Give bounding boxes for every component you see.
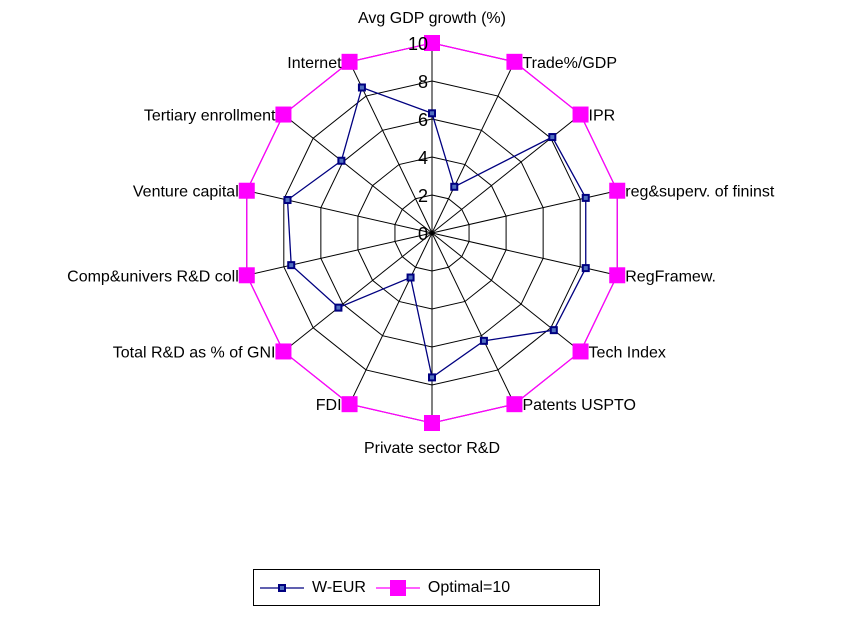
- point-core-w-eur-0: [430, 111, 434, 116]
- point-optimal-10-1: [506, 53, 523, 70]
- point-optimal-10-13: [341, 53, 358, 70]
- grid-spoke-10: [246, 232, 433, 276]
- category-label-tertiary-enrollment: Tertiary enrollment: [144, 108, 276, 125]
- series-optimal-10: [238, 35, 626, 431]
- grid-spoke-12: [283, 114, 433, 234]
- series-w-eur: [283, 83, 590, 382]
- point-optimal-10-4: [609, 267, 626, 284]
- point-optimal-10-2: [572, 106, 589, 123]
- point-core-w-eur-10: [289, 263, 294, 268]
- point-optimal-10-10: [238, 267, 255, 284]
- point-core-w-eur-12: [339, 158, 344, 163]
- grid-spoke-2: [431, 114, 581, 234]
- category-label-venture-capital: Venture capital: [133, 184, 239, 201]
- legend: W-EUR Optimal=10: [253, 569, 600, 606]
- legend-swatch-w-eur: [260, 583, 304, 592]
- grid-spoke-8: [349, 232, 433, 405]
- grid-spoke-6: [431, 232, 515, 405]
- tick-label-8: 8: [418, 72, 428, 92]
- point-core-w-eur-13: [359, 85, 364, 90]
- point-optimal-10-8: [341, 396, 358, 413]
- tick-label-10: 10: [408, 34, 428, 54]
- grid-spoke-5: [431, 232, 581, 352]
- legend-item-w-eur: W-EUR: [254, 578, 366, 598]
- category-label-fdi: FDI: [316, 397, 342, 414]
- point-core-w-eur-7: [430, 375, 434, 380]
- category-label-private-sector-r-d: Private sector R&D: [364, 440, 500, 457]
- category-label-regframew: RegFramew.: [625, 268, 716, 285]
- category-labels: Avg GDP growth (%) Trade%/GDP IPR reg&super…: [67, 10, 775, 457]
- category-label-avg-gdp-growth: Avg GDP growth (%): [358, 10, 506, 27]
- point-core-w-eur-5: [551, 328, 556, 333]
- category-label-reg-superv-of-fininst: reg&superv. of fininst: [625, 184, 775, 201]
- point-optimal-10-3: [609, 182, 626, 199]
- category-label-comp-univers-r-d-coll: Comp&univers R&D coll: [67, 268, 239, 285]
- legend-swatch-optimal: [375, 579, 420, 596]
- category-label-internet: Internet: [287, 55, 342, 72]
- category-label-trade-gdp: Trade%/GDP: [522, 55, 617, 72]
- point-optimal-10-11: [238, 182, 255, 199]
- grid-spoke-11: [246, 190, 433, 234]
- tick-label-4: 4: [418, 148, 428, 168]
- grid-spoke-1: [431, 61, 515, 234]
- category-label-total-r-d-as-of-gni: Total R&D as % of GNI: [113, 344, 276, 361]
- radial-tick-labels: 0 2 4 6 8 10: [408, 34, 428, 244]
- point-core-w-eur-3: [583, 195, 588, 200]
- grid-spoke-9: [283, 232, 433, 352]
- point-optimal-10-5: [572, 343, 589, 360]
- point-core-w-eur-8: [408, 275, 413, 280]
- legend-item-optimal: Optimal=10: [370, 578, 510, 598]
- point-core-w-eur-4: [583, 266, 588, 271]
- tick-label-6: 6: [418, 110, 428, 130]
- legend-label-optimal: Optimal=10: [427, 578, 511, 596]
- point-core-w-eur-6: [481, 338, 486, 343]
- category-label-tech-index: Tech Index: [589, 344, 666, 361]
- radar-series: [238, 35, 626, 431]
- tick-label-2: 2: [418, 186, 428, 206]
- category-label-ipr: IPR: [589, 108, 616, 125]
- category-label-patents-uspto: Patents USPTO: [522, 397, 636, 414]
- point-optimal-10-9: [275, 343, 292, 360]
- point-optimal-10-6: [506, 396, 523, 413]
- point-optimal-10-7: [424, 415, 440, 431]
- legend-label-w-eur: W-EUR: [312, 578, 366, 596]
- point-optimal-10-0: [424, 35, 440, 51]
- point-core-w-eur-9: [336, 305, 341, 310]
- point-optimal-10-12: [275, 106, 292, 123]
- point-core-w-eur-11: [285, 198, 290, 203]
- tick-label-0: 0: [418, 224, 428, 244]
- point-core-w-eur-2: [550, 135, 555, 140]
- point-core-w-eur-1: [452, 184, 457, 189]
